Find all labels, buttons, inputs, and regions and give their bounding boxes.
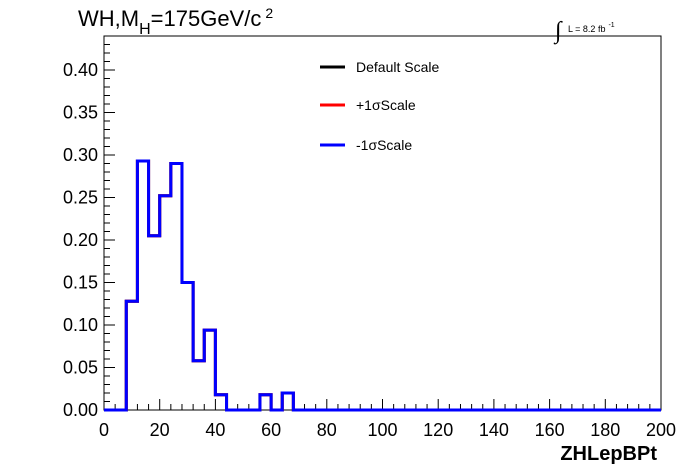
integral-symbol: ∫ <box>553 18 563 45</box>
plot-frame <box>103 35 662 411</box>
x-axis: 0 20 40 60 80 100 120 140 160 180 200 <box>99 399 676 440</box>
y-tick-label: 0.05 <box>63 358 98 378</box>
title-superscript: 2 <box>265 5 273 21</box>
y-tick-label: 0.15 <box>63 273 98 293</box>
y-tick-label: 0.25 <box>63 188 98 208</box>
y-axis: 0.00 0.05 0.10 0.15 0.20 0.25 0.30 0.35 0.40 <box>63 35 115 420</box>
x-tick-label: 160 <box>535 420 565 440</box>
legend-label-2: -1σScale <box>356 137 412 153</box>
x-tick-label: 20 <box>150 420 170 440</box>
y-tick-label: 0.30 <box>63 145 98 165</box>
legend-label-0: Default Scale <box>356 59 439 75</box>
series-line-2 <box>104 159 661 412</box>
x-axis-title: ZHLepBPt <box>560 443 657 465</box>
series-line-0 <box>104 159 661 412</box>
y-tick-label: 0.20 <box>63 230 98 250</box>
title-subscript: H <box>139 21 151 38</box>
series-layer <box>104 159 661 412</box>
title-rest: =175GeV/c <box>151 6 262 31</box>
luminosity-value: L = 8.2 fb <box>568 24 605 34</box>
luminosity-superscript: -1 <box>608 22 614 29</box>
chart-title: WH,MH=175GeV/c 2 <box>78 5 273 38</box>
x-tick-label: 120 <box>423 420 453 440</box>
title-main: WH,M <box>78 6 139 31</box>
series-line-1 <box>104 159 661 412</box>
luminosity-label: L = 8.2 fb -1 <box>568 22 615 34</box>
x-tick-label: 200 <box>646 420 676 440</box>
x-tick-label: 140 <box>479 420 509 440</box>
x-tick-label: 60 <box>261 420 281 440</box>
legend: Default Scale +1σScale -1σScale <box>320 59 439 153</box>
x-tick-label: 0 <box>99 420 109 440</box>
y-tick-label: 0.40 <box>63 60 98 80</box>
x-tick-label: 40 <box>205 420 225 440</box>
legend-label-1: +1σScale <box>356 97 416 113</box>
x-tick-label: 180 <box>590 420 620 440</box>
x-tick-label: 100 <box>367 420 397 440</box>
y-tick-label: 0.10 <box>63 315 98 335</box>
y-tick-label: 0.35 <box>63 103 98 123</box>
y-tick-label: 0.00 <box>63 400 98 420</box>
x-tick-label: 80 <box>317 420 337 440</box>
